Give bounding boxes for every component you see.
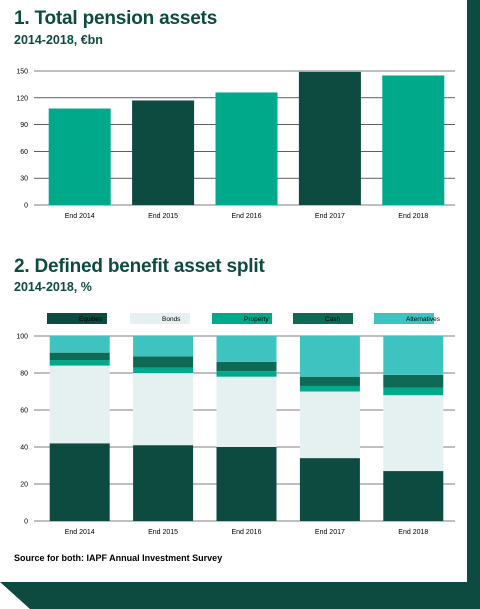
chart2-db-asset-split: Equities Bonds Property Cash Alternatives 0 20…: [16, 313, 455, 536]
chart2-legend-swatch: [293, 313, 353, 324]
chart2-y-tick-label: 40: [20, 445, 28, 452]
chart2-bar-segment: [383, 374, 444, 388]
chart1-y-tick-label: 90: [20, 122, 28, 129]
chart2-x-tick-label: End 2014: [65, 529, 95, 536]
chart2-bar-segment: [299, 458, 360, 521]
chart2-legend-swatch: [47, 313, 107, 324]
chart1-title: 1. Total pension assets: [14, 8, 218, 29]
chart2-bar-segment: [49, 336, 110, 353]
chart2-bar-segment: [133, 373, 194, 446]
chart1-bar: [215, 92, 278, 205]
chart2-bar-segment: [383, 336, 444, 375]
chart1-x-tick-label: End 2014: [65, 213, 95, 220]
decorative-edge-right: [467, 0, 480, 609]
chart2-x-tick-label: End 2018: [398, 529, 428, 536]
chart1-x-tick-label: End 2018: [398, 213, 428, 220]
chart2-legend-label: Alternatives: [406, 316, 441, 323]
chart2-legend-swatch: [374, 313, 434, 324]
chart2-bar-segment: [383, 395, 444, 472]
chart1-x-tick-label: End 2015: [148, 213, 178, 220]
chart2-y-tick-label: 80: [20, 371, 28, 378]
chart2-bar-segment: [216, 336, 277, 362]
chart2-legend-label: Property: [244, 316, 269, 323]
chart1-bar: [132, 100, 195, 205]
chart2-bar-segment: [299, 376, 360, 386]
chart1-bar: [382, 75, 445, 205]
chart2-legend-swatch: [130, 313, 190, 324]
chart1-y-tick-label: 120: [16, 95, 28, 102]
chart2-bar-segment: [216, 447, 277, 521]
chart2-bar-segment: [49, 443, 110, 521]
chart1-y-tick-label: 0: [24, 203, 28, 210]
chart1-x-tick-label: End 2017: [315, 213, 345, 220]
chart2-bar-segment: [299, 385, 360, 392]
chart2-bar-segment: [133, 445, 194, 521]
chart2-bar-segment: [133, 367, 194, 373]
chart1-y-tick-label: 30: [20, 176, 28, 183]
chart1-total-pension-assets: 0 30 60 90 120 150 End 2014 End 2015 End 2016 End…: [16, 69, 455, 220]
chart2-bar-segment: [133, 336, 194, 357]
chart2-legend-label: Equities: [79, 316, 103, 323]
chart2-y-tick-label: 60: [20, 408, 28, 415]
source-note: Source for both: IAPF Annual Investment …: [14, 553, 223, 563]
chart2-bar-segment: [49, 365, 110, 444]
chart1-y-tick-label: 150: [16, 69, 28, 76]
chart1-bar: [298, 71, 361, 205]
chart2-y-tick-label: 20: [20, 482, 28, 489]
chart1-x-tick-label: End 2016: [232, 213, 262, 220]
chart1-subtitle: 2014-2018, €bn: [14, 33, 103, 47]
chart1-bar: [48, 108, 111, 205]
chart2-y-tick-label: 0: [24, 519, 28, 526]
chart2-bar-segment: [299, 336, 360, 377]
chart2-bar-segment: [216, 361, 277, 372]
chart2-x-tick-label: End 2015: [148, 529, 178, 536]
chart2-bar-segment: [383, 387, 444, 396]
chart1-y-tick-label: 60: [20, 149, 28, 156]
chart2-bar-segment: [299, 391, 360, 459]
chart2-bar-segment: [216, 371, 277, 377]
chart2-bar-segment: [49, 352, 110, 361]
chart2-bar-segment: [383, 471, 444, 521]
chart2-title: 2. Defined benefit asset split: [14, 256, 265, 277]
chart2-x-tick-label: End 2016: [232, 529, 262, 536]
chart2-x-tick-label: End 2017: [315, 529, 345, 536]
chart2-legend-label: Bonds: [162, 316, 181, 323]
chart2-legend-swatch: [212, 313, 272, 324]
chart2-y-tick-label: 100: [16, 334, 28, 341]
decorative-edge-bottom: [0, 582, 480, 609]
chart2-bar-segment: [133, 356, 194, 368]
chart2-bar-segment: [216, 376, 277, 447]
chart2-subtitle: 2014-2018, %: [14, 280, 92, 294]
chart2-legend-label: Cash: [325, 316, 341, 323]
chart2-bar-segment: [49, 360, 110, 366]
